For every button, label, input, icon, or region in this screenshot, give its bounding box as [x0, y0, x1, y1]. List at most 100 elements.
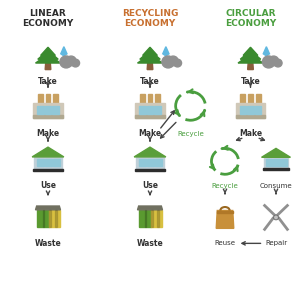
Polygon shape [163, 47, 169, 56]
Text: Waste: Waste [136, 239, 164, 248]
Polygon shape [43, 210, 44, 227]
Polygon shape [240, 50, 261, 59]
Circle shape [274, 215, 278, 220]
Text: Take: Take [241, 77, 260, 86]
Polygon shape [236, 115, 265, 118]
Text: Use: Use [40, 181, 56, 190]
Polygon shape [49, 210, 61, 227]
Polygon shape [217, 211, 233, 213]
Bar [139, 159, 146, 166]
Bar [147, 106, 153, 114]
Bar [147, 159, 154, 166]
Text: Make: Make [239, 128, 262, 138]
Polygon shape [262, 168, 290, 170]
Bar [255, 106, 261, 114]
Bar [154, 106, 161, 114]
Bar [45, 159, 52, 166]
Polygon shape [256, 94, 261, 106]
Polygon shape [61, 47, 67, 56]
Polygon shape [38, 94, 43, 106]
Circle shape [262, 56, 275, 68]
Circle shape [268, 56, 279, 66]
Polygon shape [140, 94, 145, 106]
Polygon shape [263, 47, 269, 56]
Text: RECYCLING
ECONOMY: RECYCLING ECONOMY [122, 9, 178, 28]
Polygon shape [248, 94, 253, 106]
Polygon shape [148, 94, 152, 106]
Polygon shape [53, 94, 58, 106]
Polygon shape [50, 210, 51, 227]
Polygon shape [216, 211, 234, 228]
Polygon shape [35, 54, 61, 63]
Text: CIRCULAR
ECONOMY: CIRCULAR ECONOMY [225, 9, 276, 28]
Bar [140, 106, 146, 114]
Bar [155, 159, 162, 166]
Polygon shape [147, 62, 153, 70]
Bar [247, 106, 254, 114]
Bar [37, 159, 44, 166]
Circle shape [168, 56, 178, 66]
Polygon shape [151, 210, 163, 227]
Polygon shape [135, 103, 165, 118]
Polygon shape [135, 115, 165, 118]
Circle shape [71, 59, 80, 67]
Polygon shape [264, 157, 288, 168]
Text: Waste: Waste [34, 239, 62, 248]
Polygon shape [262, 148, 290, 157]
Polygon shape [137, 206, 163, 210]
Text: LINEAR
ECONOMY: LINEAR ECONOMY [22, 9, 74, 28]
Bar [266, 159, 272, 166]
Circle shape [60, 56, 72, 68]
Bar [53, 159, 60, 166]
Text: Take: Take [38, 77, 58, 86]
Text: Recycle: Recycle [177, 132, 204, 137]
Polygon shape [33, 169, 63, 170]
Polygon shape [139, 210, 151, 227]
Polygon shape [35, 206, 61, 210]
Bar [52, 106, 58, 114]
Polygon shape [37, 210, 49, 227]
Text: Recycle: Recycle [212, 183, 239, 189]
Polygon shape [134, 147, 166, 157]
Polygon shape [40, 47, 56, 55]
Circle shape [275, 216, 277, 219]
Bar [240, 106, 246, 114]
Polygon shape [238, 54, 263, 63]
Circle shape [66, 56, 76, 66]
Polygon shape [32, 147, 64, 157]
Polygon shape [157, 210, 159, 227]
Polygon shape [243, 47, 258, 55]
Polygon shape [152, 210, 153, 227]
Text: Reuse: Reuse [214, 240, 236, 246]
Polygon shape [33, 115, 63, 118]
Bar [273, 159, 280, 166]
Polygon shape [136, 157, 164, 169]
Circle shape [162, 56, 174, 68]
Bar [45, 106, 51, 114]
Polygon shape [248, 62, 253, 70]
Polygon shape [33, 103, 63, 118]
Circle shape [274, 59, 282, 67]
Polygon shape [140, 50, 160, 59]
Text: Make: Make [36, 128, 60, 138]
Polygon shape [236, 103, 265, 118]
Text: Take: Take [140, 77, 160, 86]
Polygon shape [46, 94, 50, 106]
Polygon shape [145, 210, 146, 227]
Polygon shape [45, 62, 51, 70]
Polygon shape [55, 210, 57, 227]
Polygon shape [38, 50, 58, 59]
Circle shape [173, 59, 181, 67]
Polygon shape [135, 169, 165, 170]
Polygon shape [240, 94, 245, 106]
Bar [280, 159, 287, 166]
Text: Use: Use [142, 181, 158, 190]
Text: Consume: Consume [260, 183, 292, 189]
Polygon shape [142, 47, 158, 55]
Bar [38, 106, 44, 114]
Polygon shape [34, 157, 62, 169]
Polygon shape [137, 54, 163, 63]
Polygon shape [155, 94, 160, 106]
Text: Make: Make [138, 128, 162, 138]
Text: Repair: Repair [265, 240, 287, 246]
